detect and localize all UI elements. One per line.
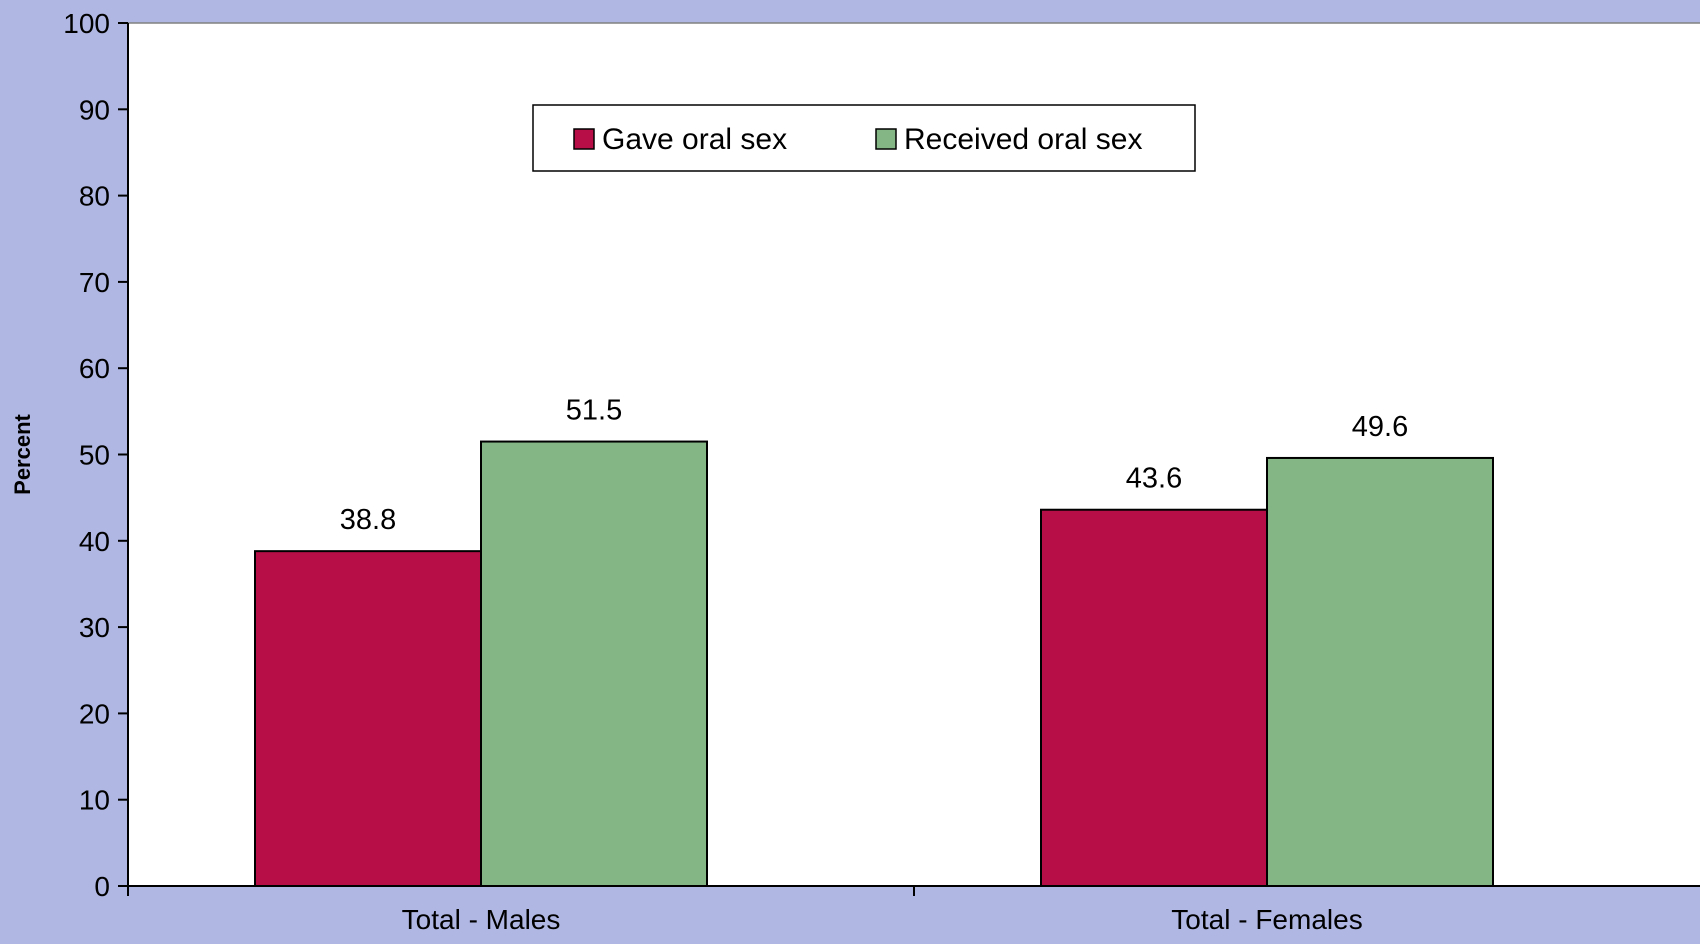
y-tick-label: 30	[79, 612, 110, 643]
y-axis-title: Percent	[10, 413, 35, 494]
legend-label-gave: Gave oral sex	[602, 123, 787, 156]
legend-swatch-received	[875, 128, 897, 150]
y-tick-label: 60	[79, 353, 110, 384]
bar-received-females	[1266, 456, 1494, 887]
data-label-received-males: 51.5	[566, 395, 622, 427]
x-category-label: Total - Males	[402, 904, 561, 935]
bar-gave-females	[1040, 508, 1268, 887]
x-category-label: Total - Females	[1171, 904, 1362, 935]
y-tick-label: 0	[94, 871, 110, 902]
y-tick-label: 10	[79, 785, 110, 816]
data-label-gave-females: 43.6	[1126, 463, 1182, 495]
legend-box	[532, 104, 1196, 172]
bar-gave-males	[254, 550, 482, 887]
y-tick-label: 80	[79, 181, 110, 212]
bar-received-males	[480, 440, 708, 887]
y-tick-label: 20	[79, 698, 110, 729]
y-tick-label: 40	[79, 526, 110, 557]
data-label-received-females: 49.6	[1352, 411, 1408, 443]
y-tick-label: 90	[79, 94, 110, 125]
y-tick-label: 50	[79, 440, 110, 471]
y-tick-label: 100	[63, 8, 110, 39]
legend-swatch-gave	[573, 128, 595, 150]
y-tick-label: 70	[79, 267, 110, 298]
legend-label-received: Received oral sex	[904, 123, 1142, 156]
data-label-gave-males: 38.8	[340, 504, 396, 536]
